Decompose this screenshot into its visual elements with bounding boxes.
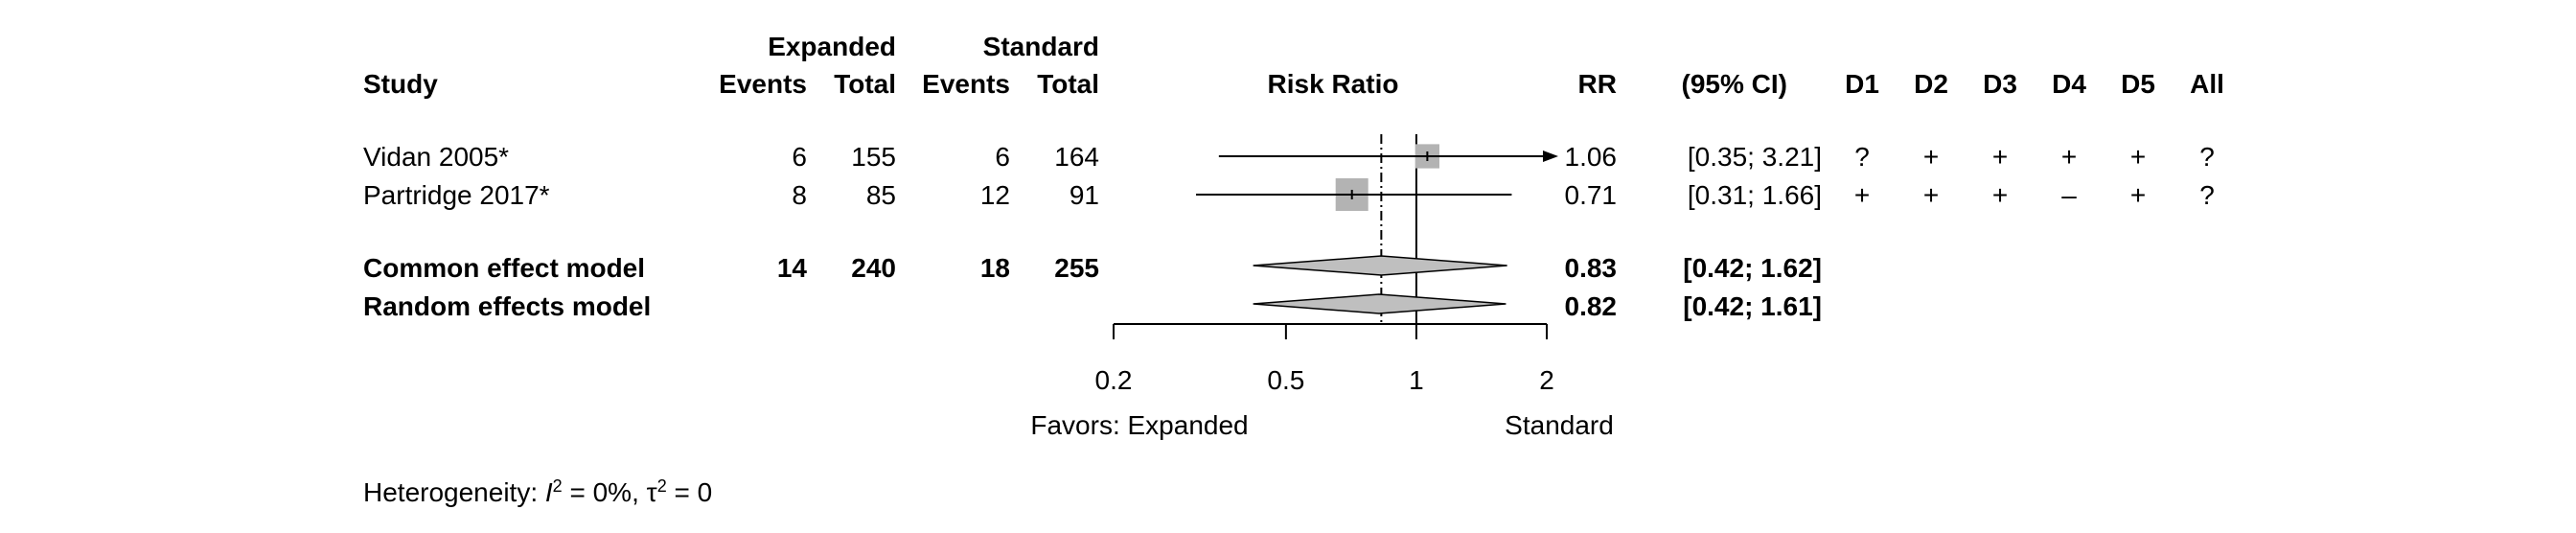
total1-column-header: Total [834, 69, 896, 99]
heterogeneity-text: Heterogeneity: I2 = 0%, τ2 = 0 [363, 476, 712, 507]
domain-header-d1: D1 [1845, 69, 1879, 99]
domain-header-d4: D4 [2052, 69, 2086, 99]
study-row: Partridge 2017* 8 85 12 91 0.71 [0.31; 1… [363, 180, 2215, 210]
study-name: Vidan 2005* [363, 142, 509, 172]
pooled-model-name: Common effect model [363, 253, 645, 283]
rob-d1: + [1854, 180, 1870, 210]
rob-all: ? [2199, 180, 2215, 210]
ci-arrow-right [1543, 151, 1558, 162]
ci-value: [0.42; 1.61] [1683, 291, 1822, 321]
pooled-row: Random effects model 0.82 [0.42; 1.61] [363, 291, 1822, 321]
events2-value: 12 [980, 180, 1010, 210]
rob-d4: – [2061, 180, 2077, 210]
rob-d2: + [1923, 142, 1939, 172]
rr-value: 0.82 [1565, 291, 1618, 321]
rob-d5: + [2130, 142, 2146, 172]
x-tick-label: 2 [1539, 365, 1554, 395]
favors-right-label: Standard [1505, 410, 1614, 440]
total1-value: 240 [851, 253, 896, 283]
domain-header-all: All [2190, 69, 2224, 99]
domain-header-d3: D3 [1983, 69, 2017, 99]
rr-value: 1.06 [1565, 142, 1618, 172]
events1-column-header: Events [719, 69, 807, 99]
x-tick-label: 0.2 [1095, 365, 1133, 395]
domain-header-d2: D2 [1914, 69, 1948, 99]
events2-column-header: Events [922, 69, 1010, 99]
x-tick-label: 0.5 [1267, 365, 1304, 395]
rr-column-header: RR [1578, 69, 1617, 99]
pooled-model-name: Random effects model [363, 291, 651, 321]
total2-value: 91 [1070, 180, 1099, 210]
total1-value: 85 [866, 180, 896, 210]
rob-d3: + [1992, 180, 2008, 210]
rr-value: 0.71 [1565, 180, 1618, 210]
group1-header: Expanded [768, 32, 896, 61]
ci-value: [0.31; 1.66] [1688, 180, 1822, 210]
study-column-header: Study [363, 69, 438, 99]
rob-d5: + [2130, 180, 2146, 210]
events2-value: 18 [980, 253, 1010, 283]
total2-column-header: Total [1037, 69, 1099, 99]
total2-value: 255 [1054, 253, 1099, 283]
rob-all: ? [2199, 142, 2215, 172]
rob-d1: ? [1854, 142, 1870, 172]
study-row: Vidan 2005* 6 155 6 164 1.06 [0.35; 3.21… [363, 142, 2215, 172]
group2-header: Standard [983, 32, 1099, 61]
events1-value: 8 [792, 180, 807, 210]
ci-column-header: (95% CI) [1682, 69, 1787, 99]
pooled-diamond [1253, 293, 1506, 314]
plot-area: 0.2 0.5 1 2 [1095, 134, 1558, 395]
rob-d2: + [1923, 180, 1939, 210]
ci-value: [0.35; 3.21] [1688, 142, 1822, 172]
risk-ratio-column-header: Risk Ratio [1268, 69, 1399, 99]
events1-value: 6 [792, 142, 807, 172]
rob-d4: + [2061, 142, 2077, 172]
ci-value: [0.42; 1.62] [1683, 253, 1822, 283]
pooled-row: Common effect model 14 240 18 255 0.83 [… [363, 253, 1822, 283]
total2-value: 164 [1054, 142, 1099, 172]
domain-header-d5: D5 [2121, 69, 2155, 99]
events2-value: 6 [995, 142, 1010, 172]
total1-value: 155 [851, 142, 896, 172]
rr-value: 0.83 [1565, 253, 1618, 283]
pooled-diamond [1253, 255, 1507, 276]
favors-left-label: Favors: Expanded [1030, 410, 1248, 440]
rob-d3: + [1992, 142, 2008, 172]
events1-value: 14 [777, 253, 808, 283]
x-tick-label: 1 [1409, 365, 1424, 395]
study-name: Partridge 2017* [363, 180, 550, 210]
